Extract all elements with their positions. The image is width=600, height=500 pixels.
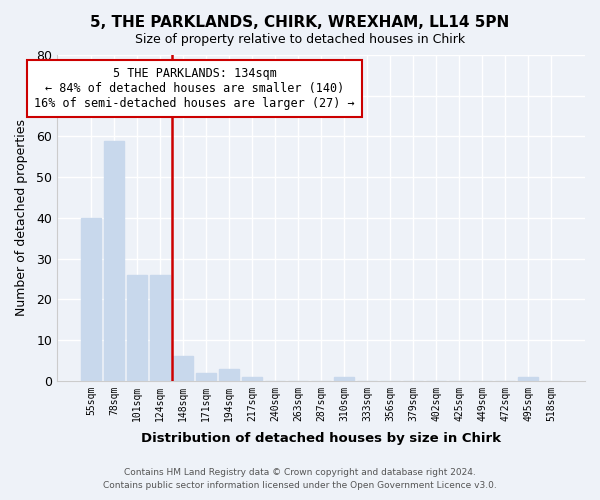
Text: Contains HM Land Registry data © Crown copyright and database right 2024.
Contai: Contains HM Land Registry data © Crown c… (103, 468, 497, 490)
Text: 5, THE PARKLANDS, CHIRK, WREXHAM, LL14 5PN: 5, THE PARKLANDS, CHIRK, WREXHAM, LL14 5… (91, 15, 509, 30)
Bar (219, 368, 239, 381)
Text: 5 THE PARKLANDS: 134sqm
← 84% of detached houses are smaller (140)
16% of semi-d: 5 THE PARKLANDS: 134sqm ← 84% of detache… (34, 67, 355, 110)
X-axis label: Distribution of detached houses by size in Chirk: Distribution of detached houses by size … (141, 432, 501, 445)
Y-axis label: Number of detached properties: Number of detached properties (15, 120, 28, 316)
Bar (150, 275, 170, 381)
Bar (196, 372, 216, 381)
Bar (518, 376, 538, 381)
Bar (104, 140, 124, 381)
Bar (334, 376, 354, 381)
Text: Size of property relative to detached houses in Chirk: Size of property relative to detached ho… (135, 32, 465, 46)
Bar (173, 356, 193, 381)
Bar (127, 275, 147, 381)
Bar (81, 218, 101, 381)
Bar (242, 376, 262, 381)
